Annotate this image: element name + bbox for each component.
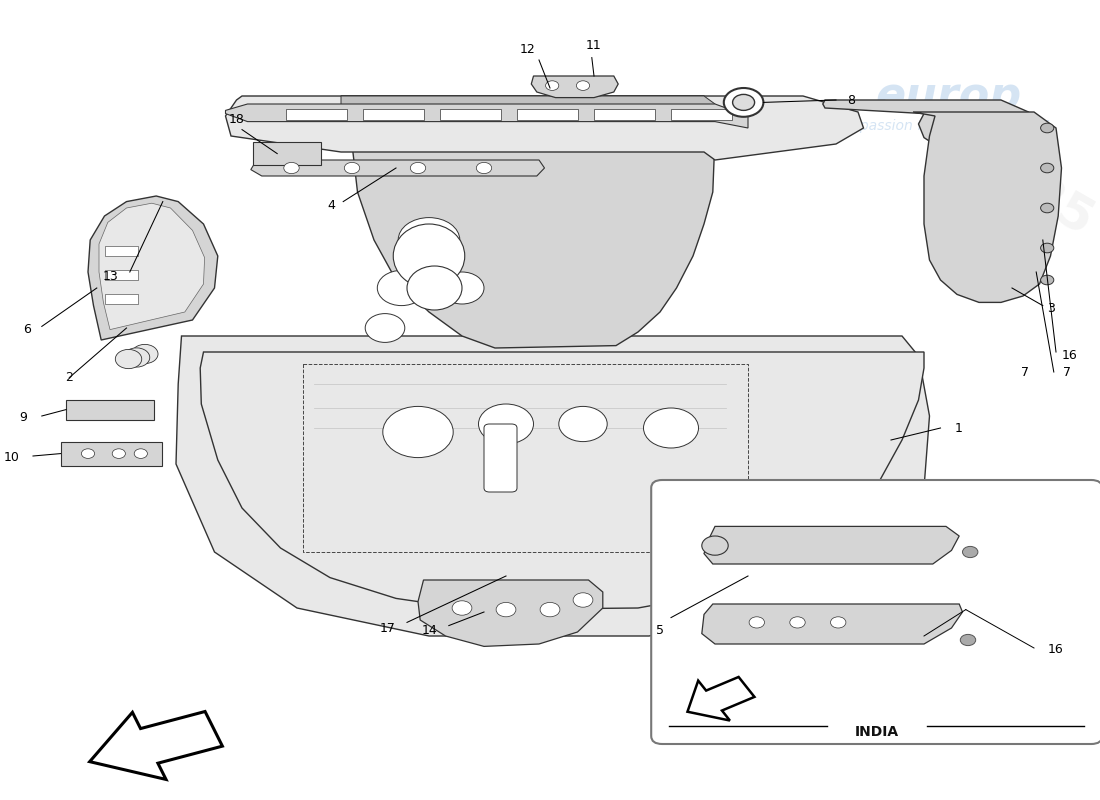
- Text: 16: 16: [1047, 643, 1063, 656]
- Circle shape: [960, 634, 976, 646]
- Text: a passion for cars since 1985: a passion for cars since 1985: [847, 119, 1049, 134]
- Ellipse shape: [394, 224, 464, 288]
- Text: 18: 18: [229, 113, 244, 126]
- Bar: [671, 109, 732, 120]
- Polygon shape: [531, 76, 618, 98]
- Circle shape: [540, 602, 560, 617]
- FancyBboxPatch shape: [484, 424, 517, 492]
- Text: 14: 14: [422, 624, 438, 637]
- Polygon shape: [200, 352, 924, 610]
- Polygon shape: [913, 112, 1062, 302]
- Circle shape: [440, 272, 484, 304]
- Circle shape: [377, 270, 426, 306]
- Text: a passion for cars since 1985: a passion for cars since 1985: [323, 472, 689, 496]
- Circle shape: [134, 449, 147, 458]
- Bar: [104, 246, 138, 256]
- Bar: [440, 109, 500, 120]
- Bar: [517, 109, 578, 120]
- Polygon shape: [90, 711, 222, 779]
- Text: 10: 10: [4, 451, 20, 464]
- Polygon shape: [418, 580, 603, 646]
- Circle shape: [383, 406, 453, 458]
- Circle shape: [478, 404, 534, 444]
- Circle shape: [1041, 275, 1054, 285]
- Text: 5: 5: [656, 624, 664, 637]
- Polygon shape: [251, 160, 544, 176]
- Bar: [286, 109, 346, 120]
- Circle shape: [790, 617, 805, 628]
- Text: 13: 13: [103, 270, 119, 282]
- Polygon shape: [654, 532, 937, 620]
- Polygon shape: [226, 104, 748, 128]
- Ellipse shape: [407, 266, 462, 310]
- Circle shape: [398, 218, 460, 262]
- Circle shape: [1041, 123, 1054, 133]
- Circle shape: [410, 162, 426, 174]
- Polygon shape: [176, 336, 929, 636]
- Circle shape: [724, 88, 763, 117]
- Text: 8: 8: [847, 94, 855, 106]
- Bar: [66, 400, 154, 420]
- FancyBboxPatch shape: [651, 480, 1100, 744]
- Text: europ: europ: [364, 366, 648, 450]
- Circle shape: [112, 449, 125, 458]
- Circle shape: [476, 162, 492, 174]
- Circle shape: [1041, 163, 1054, 173]
- Circle shape: [559, 406, 607, 442]
- Text: 7: 7: [1063, 366, 1071, 378]
- Text: 3: 3: [1047, 302, 1055, 314]
- Polygon shape: [226, 96, 864, 160]
- Text: 6: 6: [23, 323, 31, 336]
- Text: 1985: 1985: [956, 137, 1100, 247]
- Polygon shape: [688, 677, 755, 721]
- Circle shape: [576, 81, 590, 90]
- Bar: [104, 270, 138, 280]
- Text: INDIA: INDIA: [855, 725, 899, 739]
- Bar: [594, 109, 654, 120]
- Circle shape: [452, 601, 472, 615]
- Text: 1: 1: [955, 422, 962, 434]
- Polygon shape: [704, 526, 959, 564]
- Text: 11: 11: [586, 39, 602, 52]
- Bar: [363, 109, 424, 120]
- Polygon shape: [823, 100, 1034, 162]
- Circle shape: [1041, 203, 1054, 213]
- Circle shape: [81, 449, 95, 458]
- Circle shape: [284, 162, 299, 174]
- Circle shape: [702, 536, 728, 555]
- Circle shape: [644, 408, 698, 448]
- Text: 2: 2: [65, 371, 74, 384]
- Circle shape: [1041, 243, 1054, 253]
- Text: 12: 12: [520, 43, 536, 56]
- Circle shape: [496, 602, 516, 617]
- Polygon shape: [99, 203, 205, 330]
- Polygon shape: [702, 604, 962, 644]
- Polygon shape: [341, 96, 715, 112]
- Polygon shape: [88, 196, 218, 340]
- Text: 7: 7: [1021, 366, 1030, 378]
- Text: 4: 4: [328, 199, 336, 212]
- Bar: [104, 294, 138, 304]
- Circle shape: [365, 314, 405, 342]
- Circle shape: [116, 350, 142, 369]
- Circle shape: [344, 162, 360, 174]
- Bar: [60, 442, 162, 466]
- Polygon shape: [341, 96, 715, 348]
- Circle shape: [132, 344, 158, 363]
- Text: 9: 9: [20, 411, 28, 424]
- Circle shape: [123, 348, 150, 367]
- Circle shape: [749, 617, 764, 628]
- Circle shape: [546, 81, 559, 90]
- Circle shape: [733, 94, 755, 110]
- Text: 17: 17: [381, 622, 396, 634]
- Bar: [253, 142, 321, 165]
- Text: europ: europ: [876, 74, 1021, 118]
- Text: 16: 16: [1062, 350, 1077, 362]
- Circle shape: [573, 593, 593, 607]
- Circle shape: [962, 546, 978, 558]
- Circle shape: [830, 617, 846, 628]
